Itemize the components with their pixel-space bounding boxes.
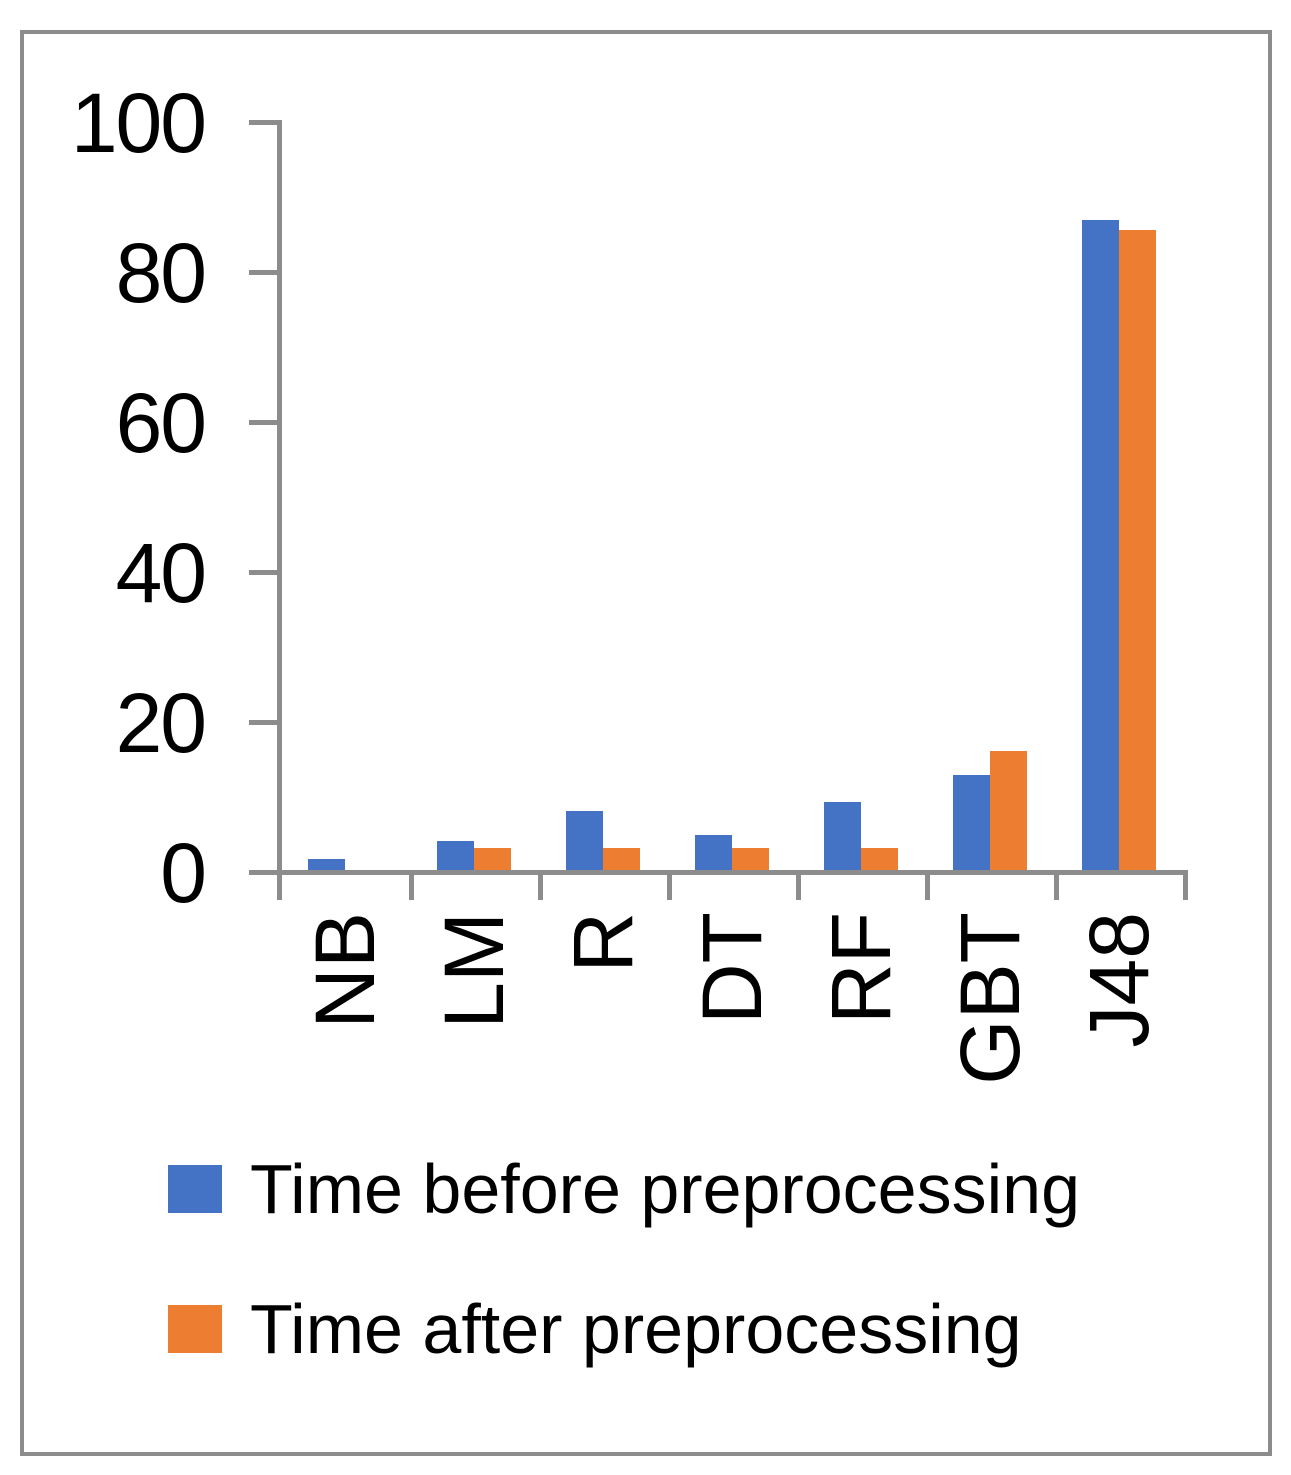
y-axis-tick-label: 60: [115, 375, 207, 470]
y-axis-line: [277, 120, 282, 900]
x-axis-tick: [667, 875, 672, 900]
y-axis-tick-label: 80: [115, 225, 207, 320]
x-axis-label-NB: NB: [280, 912, 409, 1132]
bar-after-J48: [1119, 230, 1156, 870]
x-axis-label-R: R: [538, 912, 667, 1132]
x-axis-tick: [796, 875, 801, 900]
bar-after-R: [603, 848, 640, 870]
x-axis-label-text: NB: [297, 912, 392, 1029]
y-axis-tick: [249, 120, 277, 125]
bar-before-LM: [437, 841, 474, 870]
y-axis-tick: [249, 570, 277, 575]
legend-item-after: Time after preprocessing: [168, 1284, 1022, 1374]
x-axis-tick: [409, 875, 414, 900]
x-axis-label-J48: J48: [1054, 912, 1183, 1132]
x-axis-label-GBT: GBT: [925, 912, 1054, 1132]
legend-label-before: Time before preprocessing: [250, 1150, 1081, 1228]
x-axis-label-RF: RF: [796, 912, 925, 1132]
y-axis-tick-label: 20: [115, 675, 207, 770]
y-axis-tick-label: 40: [115, 525, 207, 620]
x-axis-tick: [538, 875, 543, 900]
y-axis-tick: [249, 270, 277, 275]
legend-swatch-before: [168, 1165, 222, 1213]
bar-before-GBT: [953, 775, 990, 870]
y-axis-tick: [249, 720, 277, 725]
x-axis-label-text: R: [555, 912, 650, 973]
bar-after-LM: [474, 848, 511, 870]
y-axis-tick-label: 0: [160, 825, 207, 920]
x-axis-label-DT: DT: [667, 912, 796, 1132]
legend-swatch-after: [168, 1305, 222, 1353]
legend-label-after: Time after preprocessing: [250, 1290, 1022, 1368]
x-axis-label-text: RF: [813, 912, 908, 1024]
x-axis-tick: [925, 875, 930, 900]
bar-after-RF: [861, 848, 898, 870]
chart-outer-border: [20, 30, 1272, 1456]
y-axis-tick-label: 100: [70, 75, 207, 170]
x-axis-tick: [1054, 875, 1059, 900]
bar-before-DT: [695, 835, 732, 870]
legend-item-before: Time before preprocessing: [168, 1144, 1080, 1234]
x-axis-label-text: DT: [684, 912, 779, 1024]
x-axis-label-LM: LM: [409, 912, 538, 1132]
x-axis-line: [249, 870, 1188, 875]
y-axis-tick: [249, 420, 277, 425]
bar-before-RF: [824, 802, 861, 870]
x-axis-label-text: J48: [1071, 912, 1166, 1048]
x-axis-tick: [1183, 875, 1188, 900]
bar-before-R: [566, 811, 603, 870]
bar-after-DT: [732, 848, 769, 870]
x-axis-label-text: GBT: [942, 912, 1037, 1085]
x-axis-label-text: LM: [426, 912, 521, 1029]
bar-before-J48: [1082, 220, 1119, 870]
bar-after-GBT: [990, 751, 1027, 870]
bar-before-NB: [308, 859, 345, 870]
